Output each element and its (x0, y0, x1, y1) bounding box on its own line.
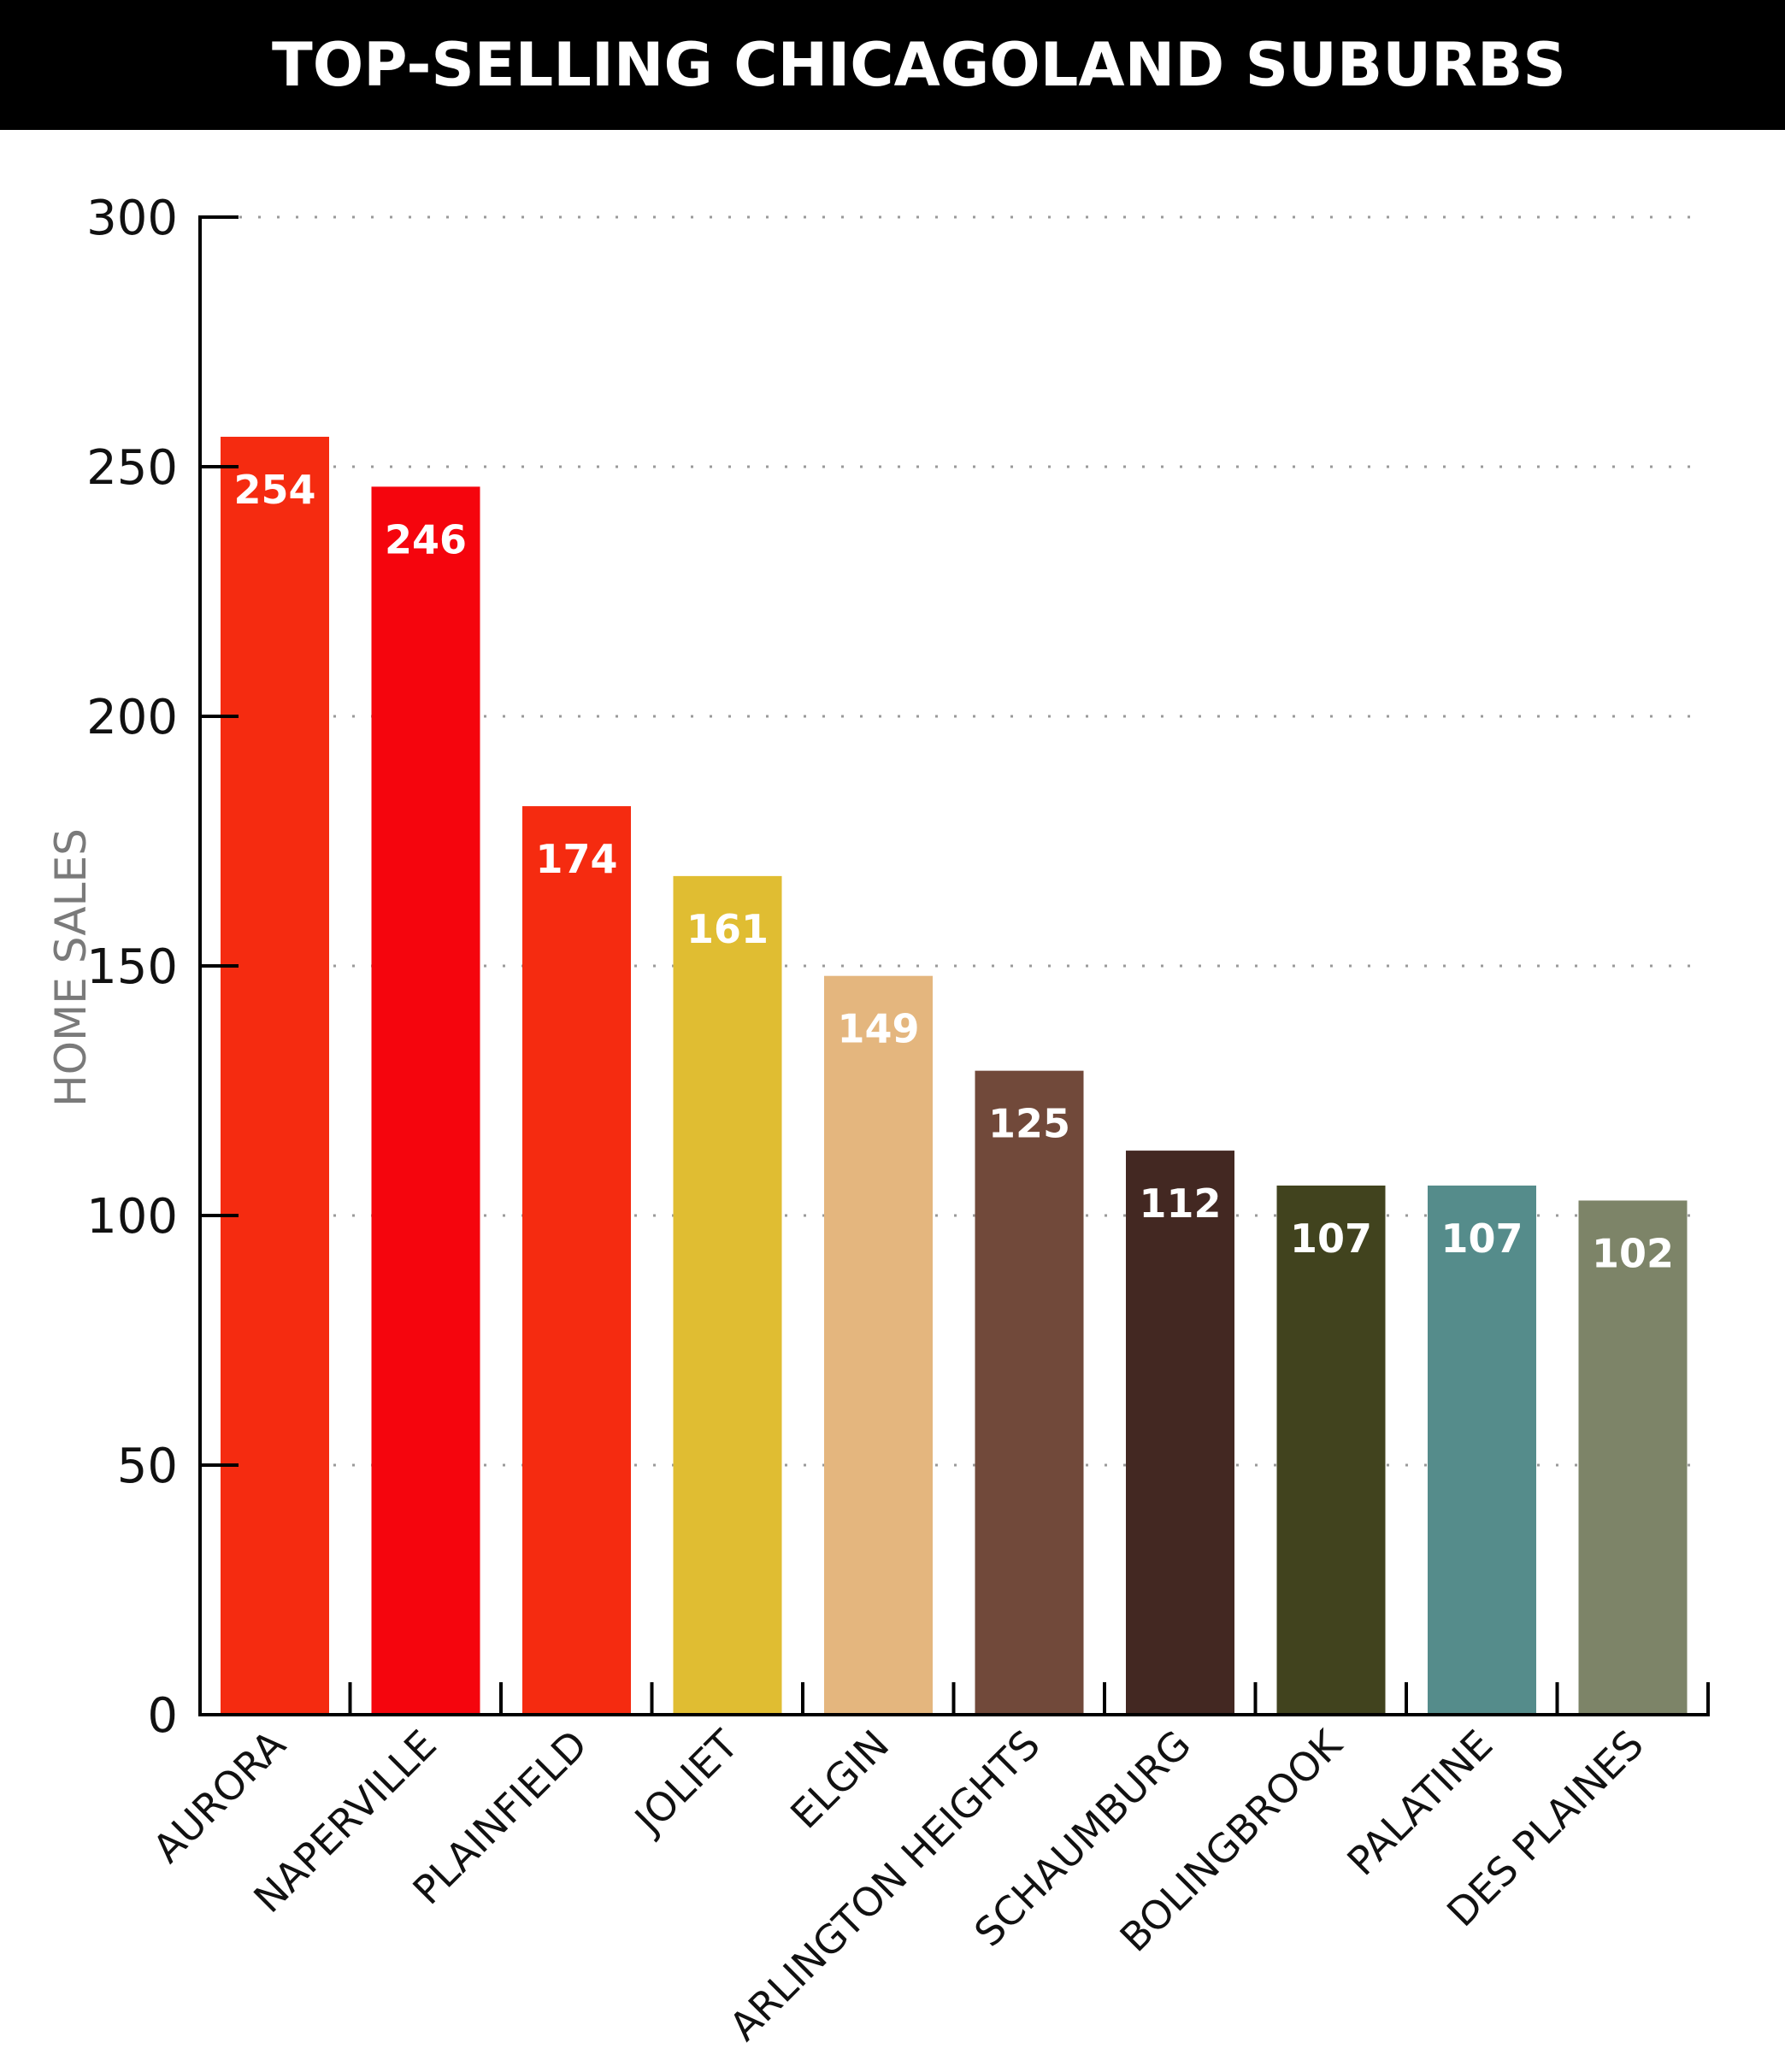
bar (221, 436, 329, 1716)
y-tick-label: 50 (117, 1439, 178, 1494)
bar (1276, 1185, 1386, 1715)
bar (1578, 1200, 1688, 1715)
y-axis-label: HOME SALES (46, 828, 96, 1107)
bar-value-label: 112 (1139, 1180, 1221, 1227)
title-bar: TOP-SELLING CHICAGOLAND SUBURBS (0, 0, 1785, 130)
bar-value-label: 125 (988, 1101, 1070, 1147)
chart-title: TOP-SELLING CHICAGOLAND SUBURBS (272, 30, 1566, 100)
bar (975, 1070, 1084, 1715)
bar (673, 875, 782, 1715)
y-tick-label: 0 (147, 1688, 178, 1744)
x-tick-label: JOLIET (624, 1721, 747, 1844)
y-tick-label: 250 (86, 440, 178, 496)
y-tick-label: 200 (86, 690, 178, 745)
y-tick-label: 300 (86, 191, 178, 246)
bar-value-label: 161 (686, 906, 769, 952)
bar-value-label: 149 (837, 1006, 919, 1052)
bar (1126, 1151, 1234, 1715)
x-tick-label: PALATINE (1338, 1722, 1501, 1885)
bar (371, 486, 480, 1715)
y-tick-label: 100 (86, 1189, 178, 1245)
bar (1428, 1185, 1536, 1715)
bars (221, 436, 1688, 1716)
x-tick-label: ELGIN (781, 1722, 898, 1838)
bar (824, 975, 933, 1715)
bar (522, 806, 631, 1715)
bar-value-label: 107 (1290, 1216, 1372, 1262)
bar-value-label: 246 (385, 516, 467, 562)
bar-value-label: 107 (1440, 1216, 1523, 1262)
bar-value-label: 102 (1592, 1230, 1674, 1276)
bar-value-label: 254 (233, 467, 315, 513)
axes (198, 215, 1710, 1716)
x-tick-label: ARLINGTON HEIGHTS (721, 1722, 1049, 2050)
bar-value-label: 174 (535, 836, 617, 882)
y-tick-label: 150 (86, 939, 178, 995)
